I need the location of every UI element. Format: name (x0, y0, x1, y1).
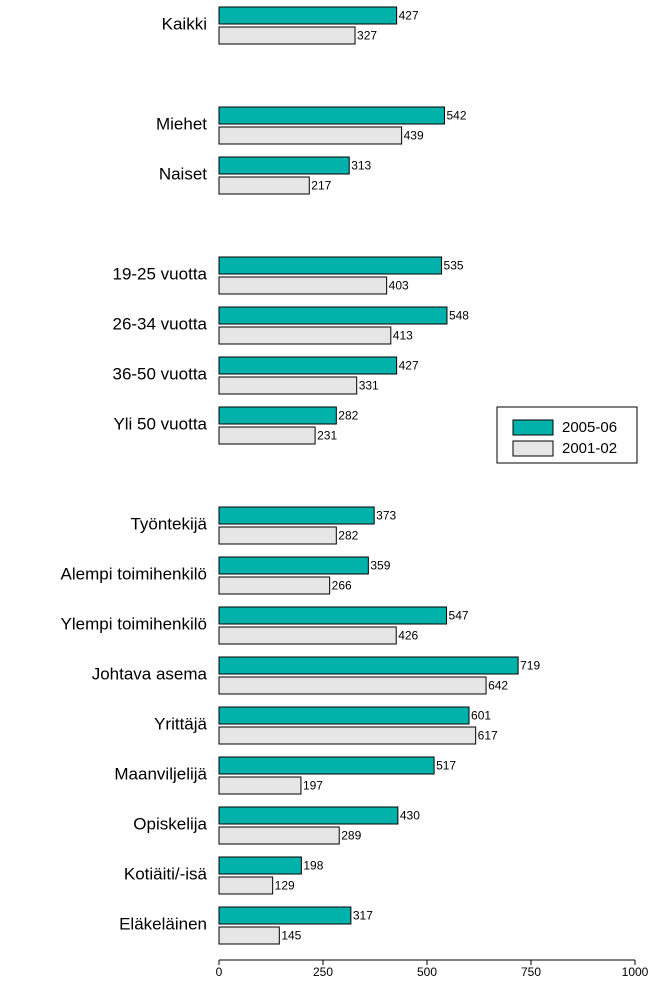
category-label: Naiset (159, 164, 207, 183)
bar (218, 726, 477, 745)
bar (218, 756, 435, 775)
value-label: 642 (488, 679, 508, 693)
bar (218, 26, 356, 45)
value-label: 719 (520, 659, 540, 673)
category-label: Eläkeläinen (119, 914, 207, 933)
legend-swatch (512, 440, 554, 457)
value-label: 198 (303, 859, 323, 873)
value-label: 413 (393, 329, 413, 343)
bar (218, 376, 358, 395)
value-label: 327 (357, 29, 377, 43)
value-label: 542 (446, 109, 466, 123)
bar (218, 926, 280, 945)
category-label: Johtava asema (92, 664, 208, 683)
value-label: 317 (353, 909, 373, 923)
bar (218, 626, 397, 645)
value-label: 231 (317, 429, 337, 443)
bar (218, 276, 388, 295)
category-label: Kaikki (162, 14, 207, 33)
bar (218, 176, 310, 195)
value-label: 331 (359, 379, 379, 393)
category-label: Yrittäjä (154, 714, 207, 733)
category-label: Ylempi toimihenkilö (61, 614, 207, 633)
value-label: 313 (351, 159, 371, 173)
bar (218, 306, 448, 325)
bar (218, 676, 487, 695)
value-label: 427 (399, 359, 419, 373)
category-label: Yli 50 vuotta (113, 414, 207, 433)
value-label: 617 (478, 729, 498, 743)
bar (218, 906, 352, 925)
x-tick-label: 750 (521, 965, 541, 979)
value-label: 145 (281, 929, 301, 943)
bar (218, 656, 519, 675)
value-label: 282 (338, 409, 358, 423)
legend-label: 2001-02 (562, 440, 617, 457)
bar (218, 826, 340, 845)
bar (218, 556, 369, 575)
x-tick-label: 0 (216, 965, 223, 979)
bar (218, 356, 398, 375)
x-tick-label: 1000 (622, 965, 649, 979)
value-label: 282 (338, 529, 358, 543)
x-tick-label: 500 (417, 965, 437, 979)
bar (218, 876, 274, 895)
category-label: Opiskelija (133, 814, 207, 833)
value-label: 289 (341, 829, 361, 843)
category-label: Miehet (156, 114, 207, 133)
value-label: 217 (311, 179, 331, 193)
category-label: Maanviljelijä (114, 764, 207, 783)
bar (218, 156, 350, 175)
bar (218, 856, 302, 875)
value-label: 359 (370, 559, 390, 573)
category-label: Kotiäiti/-isä (124, 864, 208, 883)
x-tick-label: 250 (313, 965, 333, 979)
bar (218, 256, 443, 275)
value-label: 403 (389, 279, 409, 293)
value-label: 547 (449, 609, 469, 623)
value-label: 601 (471, 709, 491, 723)
bar (218, 506, 375, 525)
bar (218, 526, 337, 545)
bar (218, 776, 302, 795)
bar (218, 326, 392, 345)
value-label: 517 (436, 759, 456, 773)
value-label: 548 (449, 309, 469, 323)
value-label: 535 (444, 259, 464, 273)
bar (218, 106, 445, 125)
value-label: 430 (400, 809, 420, 823)
value-label: 439 (404, 129, 424, 143)
category-label: 19-25 vuotta (112, 264, 207, 283)
category-label: Alempi toimihenkilö (61, 564, 207, 583)
category-label: Työntekijä (130, 514, 207, 533)
legend-label: 2005-06 (562, 419, 617, 436)
bar (218, 606, 448, 625)
bar (218, 576, 331, 595)
value-label: 373 (376, 509, 396, 523)
bar (218, 6, 398, 25)
legend-swatch (512, 419, 554, 436)
bar (218, 706, 470, 725)
bar (218, 126, 403, 145)
category-label: 36-50 vuotta (112, 364, 207, 383)
category-label: 26-34 vuotta (112, 314, 207, 333)
bar (218, 406, 337, 425)
value-label: 197 (303, 779, 323, 793)
value-label: 266 (332, 579, 352, 593)
bar (218, 426, 316, 445)
value-label: 427 (399, 9, 419, 23)
value-label: 426 (398, 629, 418, 643)
value-label: 129 (275, 879, 295, 893)
bar (218, 806, 399, 825)
